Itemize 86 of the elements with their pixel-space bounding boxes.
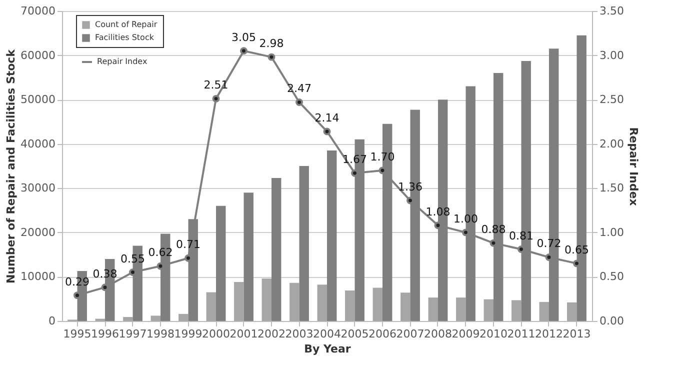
y2-tick-label: 2.00 <box>600 137 624 150</box>
x-tick-label: 1997 <box>118 328 147 340</box>
bar <box>345 290 355 321</box>
data-label: 1.08 <box>426 205 450 218</box>
y2-tick-label: 0.50 <box>600 270 624 284</box>
x-tick-label: 2007 <box>396 328 424 340</box>
y-tick-label: 20000 <box>20 226 56 239</box>
bar <box>178 314 188 321</box>
x-tick-label: 2003 <box>285 328 314 340</box>
data-label: 0.72 <box>536 237 562 250</box>
legend-label: Count of Repair <box>95 20 158 29</box>
data-label: 1.70 <box>370 150 395 164</box>
data-label: 1.00 <box>453 212 478 226</box>
bar <box>262 278 272 321</box>
bar <box>123 317 133 321</box>
data-label: 0.62 <box>148 246 173 260</box>
x-tick-label: 2005 <box>340 328 369 340</box>
x-tick-label: 2010 <box>479 328 508 340</box>
bar <box>512 300 522 321</box>
point <box>268 53 276 61</box>
bar <box>327 150 337 321</box>
x-tick-label: 1999 <box>174 328 202 340</box>
point <box>240 47 248 55</box>
bar <box>234 282 244 321</box>
y2-tick-label: 1.50 <box>600 182 624 195</box>
x-tick-label: 1995 <box>63 328 92 340</box>
data-label: 3.05 <box>232 30 256 44</box>
point <box>212 94 220 102</box>
x-tick-label: 2001 <box>230 328 258 340</box>
legend-label: Facilities Stock <box>95 33 154 42</box>
x-tick-label: 2011 <box>507 328 536 340</box>
legend-label: Repair Index <box>97 57 148 66</box>
x-tick-label: 2013 <box>562 328 591 340</box>
data-label: 0.71 <box>176 238 201 252</box>
y-tick-label: 30000 <box>20 182 56 195</box>
x-tick-label: 2002 <box>258 328 286 340</box>
x-axis-title: By Year <box>304 342 352 356</box>
bar <box>400 292 410 321</box>
point <box>323 128 331 136</box>
bar <box>539 302 549 321</box>
bar <box>150 316 161 321</box>
bar <box>206 292 216 321</box>
y-tick-label: 10000 <box>20 270 56 284</box>
x-tick-label: 2006 <box>368 328 396 340</box>
x-tick-label: 2009 <box>452 328 480 340</box>
bar <box>299 166 309 321</box>
bar <box>317 284 327 321</box>
data-label: 0.81 <box>508 229 534 242</box>
bar <box>484 299 494 321</box>
y-tick-label: 50000 <box>20 93 56 106</box>
y-tick-label: 40000 <box>20 137 56 150</box>
bar <box>216 206 226 321</box>
data-label: 2.98 <box>259 37 284 50</box>
y-axis-title: Number of Repair and Facilities Stock <box>4 48 18 284</box>
data-label: 2.14 <box>314 111 340 124</box>
x-tick-label: 1998 <box>146 328 175 340</box>
data-label: 0.88 <box>481 223 506 236</box>
data-label: 1.36 <box>398 180 422 194</box>
y-tick-label: 70000 <box>20 4 56 18</box>
bar <box>456 298 466 321</box>
data-label: 0.38 <box>92 267 118 280</box>
bar <box>567 302 577 321</box>
data-label: 0.29 <box>65 275 90 288</box>
point <box>296 98 303 106</box>
x-tick-label: 2008 <box>424 328 452 340</box>
y-tick-label: 0 <box>48 314 56 328</box>
data-label: 0.65 <box>564 243 589 256</box>
y2-axis-title: Repair Index <box>626 127 640 206</box>
bar <box>290 282 300 321</box>
bar <box>244 192 254 321</box>
data-label: 0.55 <box>120 252 146 266</box>
x-tick-label: 1996 <box>91 328 120 340</box>
y2-tick-label: 3.00 <box>600 48 624 62</box>
bar <box>372 288 382 321</box>
y2-tick-label: 3.50 <box>600 4 624 18</box>
bar <box>428 298 438 321</box>
data-label: 2.47 <box>287 82 312 96</box>
y2-tick-label: 1.00 <box>600 226 624 239</box>
x-tick-label: 2000 <box>202 328 230 340</box>
y2-tick-label: 2.50 <box>600 93 624 106</box>
x-tick-label: 2004 <box>313 328 341 340</box>
bar <box>272 178 282 321</box>
y-tick-label: 60000 <box>20 48 56 62</box>
x-tick-label: 2012 <box>534 328 563 340</box>
data-label: 2.51 <box>204 78 228 92</box>
y2-tick-label: 0.00 <box>600 314 624 328</box>
